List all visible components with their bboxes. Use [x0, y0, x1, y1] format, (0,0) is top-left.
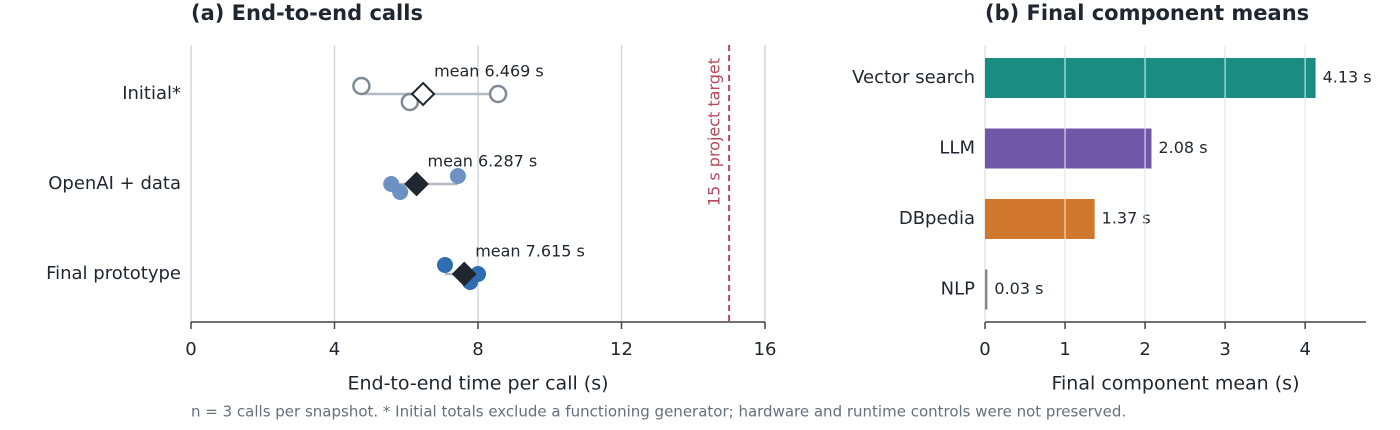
value-label: 4.13 s [1323, 68, 1372, 87]
call-point [352, 76, 371, 96]
x-tick-label: 4 [329, 339, 340, 360]
x-tick-label: 16 [754, 339, 777, 360]
bar [985, 128, 1152, 169]
category-label: Vector search [852, 67, 975, 88]
category-label: Initial* [122, 83, 181, 104]
category-label: Final prototype [46, 263, 181, 284]
bar [985, 58, 1316, 98]
bar [985, 199, 1095, 239]
x-tick-label: 2 [1139, 339, 1150, 360]
value-label: 2.08 s [1158, 138, 1207, 157]
x-axis-label: End-to-end time per call (s) [347, 373, 608, 395]
call-point [400, 92, 420, 112]
mean-label: mean 6.469 s [434, 62, 544, 81]
x-tick-label: 12 [610, 339, 633, 360]
category-label: LLM [939, 138, 975, 159]
mean-marker [451, 261, 477, 287]
call-point [449, 168, 466, 184]
x-tick-label: 0 [979, 339, 990, 360]
bar [985, 269, 988, 310]
x-tick-label: 4 [1299, 339, 1310, 360]
category-label: NLP [941, 279, 975, 300]
call-point [488, 84, 508, 104]
mean-marker [410, 81, 436, 107]
category-label: DBpedia [899, 208, 975, 229]
panel-title: (a) End-to-end calls [191, 1, 423, 25]
x-axis-label: Final component mean (s) [1051, 373, 1299, 395]
value-label: 0.03 s [994, 279, 1043, 298]
mean-label: mean 7.615 s [475, 242, 585, 261]
call-point [436, 257, 453, 273]
x-tick-label: 3 [1219, 339, 1230, 360]
x-tick-label: 0 [185, 339, 196, 360]
x-tick-label: 1 [1059, 339, 1070, 360]
mean-marker [404, 171, 429, 197]
category-label: OpenAI + data [48, 173, 181, 194]
call-point [392, 184, 409, 200]
mean-label: mean 6.287 s [428, 152, 538, 171]
footnote: n = 3 calls per snapshot. * Initial tota… [191, 403, 1126, 421]
target-label: 15 s project target [705, 58, 724, 206]
x-tick-label: 8 [472, 339, 483, 360]
panel-title: (b) Final component means [985, 1, 1309, 25]
value-label: 1.37 s [1102, 209, 1151, 228]
